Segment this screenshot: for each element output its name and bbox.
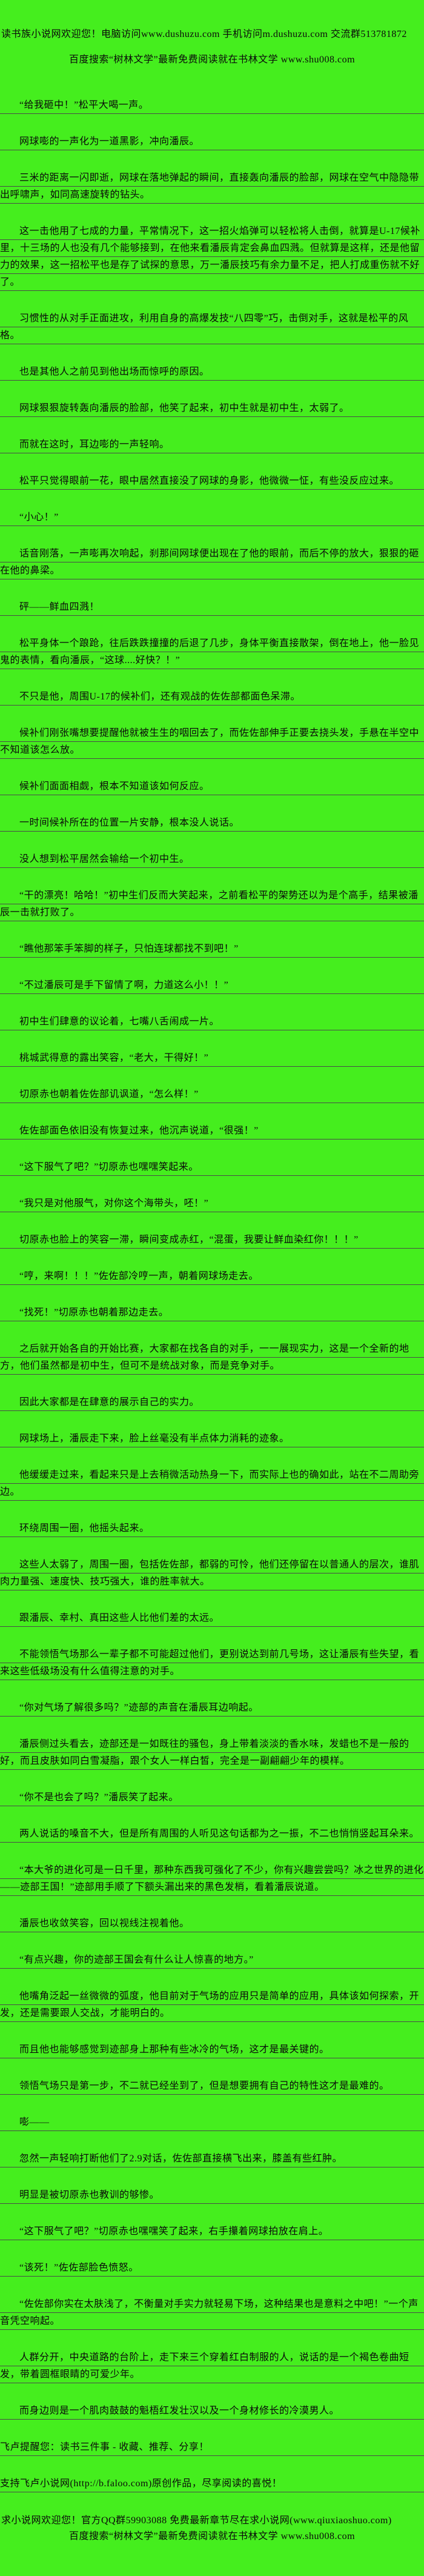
novel-paragraph: 而就在这时，耳边嘭的一声轻响。 (0, 436, 424, 453)
novel-paragraph: 支持飞卢小说网(http://b.faloo.com)原创作品，尽享阅读的喜悦！ (0, 2475, 424, 2492)
novel-paragraph: 不能领悟气场那么一辈子都不可能超过他们，更别说达到前几号场，这让潘辰有些失望，看… (0, 1646, 424, 1680)
novel-paragraph: 没人想到松平居然会输给一个初中生。 (0, 851, 424, 868)
novel-paragraph: “佐佐部你实在太肤浅了，不衡量对手实力就轻易下场，这种结果也是意料之中吧！”一个… (0, 2296, 424, 2330)
novel-paragraph: 两人说话的嗓音不大，但是所有周围的人听见这句话都为之一振，不二也悄悄竖起耳朵来。 (0, 1826, 424, 1843)
novel-paragraph: 习惯性的从对手正面进攻，利用自身的高爆发技“八四零”巧，击倒对手，这就是松平的风… (0, 310, 424, 344)
novel-paragraph: “干的漂亮！哈哈！”初中生们反而大笑起来，之前看松平的架势还以为是个高手，结果被… (0, 887, 424, 921)
novel-paragraph: “你对气场了解很多吗？”迹部的声音在潘辰耳边响起。 (0, 1700, 424, 1717)
novel-paragraph: 他缓缓走过来，看起来只是上去稍微活动热身一下，而实际上也的确如此，站在不二周助旁… (0, 1467, 424, 1501)
site-header: 读书族小说网欢迎您！电脑访问www.dushuzu.com 手机访问m.dush… (0, 22, 424, 73)
site-welcome-notice: 读书族小说网欢迎您！电脑访问www.dushuzu.com 手机访问m.dush… (1, 29, 407, 39)
novel-paragraph: 潘辰也收敛笑容，回以视线注视着他。 (0, 1915, 424, 1932)
novel-paragraph: 候补们面面相觑，根本不知道该如何反应。 (0, 778, 424, 795)
novel-paragraph: 切原赤也脸上的笑容一滞，瞬间变成赤红，“混蛋，我要让鲜血染红你！！！” (0, 1232, 424, 1249)
novel-paragraph: 话音刚落，一声嘭再次响起，刹那间网球便出现在了他的眼前，而后不停的放大，狠狠的砸… (0, 546, 424, 579)
novel-paragraph: 切原赤也朝着佐佐部讥讽道，“怎么样！” (0, 1086, 424, 1103)
novel-paragraph: 佐佐部面色依旧没有恢复过来，他沉声说道，“很强！” (0, 1123, 424, 1140)
novel-paragraph: 而身边则是一个肌肉鼓鼓的魁梧红发壮汉以及一个身材修长的冷漠男人。 (0, 2403, 424, 2420)
novel-paragraph: 松平只觉得眼前一花，眼中居然直接没了网球的身影，他微微一怔，有些没反应过来。 (0, 473, 424, 490)
novel-paragraph: 环绕周围一圈，他摇头起来。 (0, 1520, 424, 1537)
novel-paragraph: 一时间候补所在的位置一片安静，根本没人说话。 (0, 815, 424, 832)
novel-paragraph: 网球狠狠旋转轰向潘辰的脸部，他笑了起来，初中生就是初中生，太弱了。 (0, 400, 424, 417)
novel-paragraph: “哼，来啊！！！”佐佐部冷哼一声，朝着网球场走去。 (0, 1268, 424, 1285)
novel-paragraph: 因此大家都是在肆意的展示自己的实力。 (0, 1394, 424, 1411)
novel-paragraph: 而且他也能够感觉到迹部身上那种有些冰冷的气场，这才是最关键的。 (0, 2041, 424, 2058)
novel-paragraph: 桃城武得意的露出笑容，“老大，干得好！” (0, 1050, 424, 1067)
novel-paragraph: 人群分开，中央道路的台阶上，走下来三个穿着红白制服的人，说话的是一个褐色卷曲短发… (0, 2349, 424, 2383)
novel-paragraph: 松平身体一个踉跄，往后跌跌撞撞的后退了几步，身体平衡直接散架，倒在地上，他一脸见… (0, 635, 424, 669)
footer-search-notice: 百度搜索“树林文学”最新免费阅读就在书林文学 www.shu008.com (68, 2531, 356, 2541)
novel-paragraph: “本大爷的进化可是一日千里，那种东西我可强化了不少，你有兴趣尝尝吗？冰之世界的进… (0, 1862, 424, 1896)
novel-paragraph: “有点兴趣，你的迹部王国会有什么让人惊喜的地方。” (0, 1952, 424, 1969)
chapter-body: “给我砸中！”松平大喝一声。 网球嘭的一声化为一道黑影，冲向潘辰。三米的距离一闪即… (0, 97, 424, 2492)
novel-paragraph: “你不是也会了吗？”潘辰笑了起来。 (0, 1789, 424, 1806)
baidu-search-notice: 百度搜索“树林文学”最新免费阅读就在书林文学 www.shu008.com (68, 55, 356, 65)
novel-paragraph: 这些人太弱了，周围一圈，包括佐佐部，都弱的可怜，他们还停留在以普通人的层次，谁肌… (0, 1557, 424, 1590)
novel-paragraph: 也是其他人之前见到他出场而惊呼的原因。 (0, 364, 424, 381)
novel-paragraph: “我只是对他服气，对你这个海带头，呸！” (0, 1195, 424, 1212)
novel-paragraph: 这一击他用了七成的力量，平常情况下，这一招火焰弹可以轻松将人击倒，就算是U-17… (0, 223, 424, 291)
novel-paragraph: 候补们刚张嘴想要提醒他就被生生的咽回去了，而佐佐部伸手正要去挠头发，手悬在半空中… (0, 725, 424, 759)
novel-paragraph: 领悟气场只是第一步，不二就已经坐到了，但是想要拥有自己的特性这才是最难的。 (0, 2078, 424, 2095)
novel-paragraph: 初中生们肆意的议论着，七嘴八舌闹成一片。 (0, 1013, 424, 1030)
novel-paragraph: 他嘴角泛起一丝微微的弧度，他目前对于气场的应用只是简单的应用，具体该如何探索，开… (0, 1988, 424, 2022)
novel-paragraph: “小心！” (0, 509, 424, 526)
novel-paragraph: “找死！”切原赤也朝着那边走去。 (0, 1304, 424, 1321)
novel-paragraph: “不过潘辰可是手下留情了啊，力道这么小！！” (0, 977, 424, 994)
novel-paragraph: 嘭—— (0, 2114, 424, 2131)
novel-paragraph: 忽然一声轻响打断他们了2.9对话，佐佐部直接横飞出来，膝盖有些红肿。 (0, 2151, 424, 2167)
novel-paragraph: 砰——鲜血四溅！ (0, 599, 424, 616)
novel-paragraph: 明显是被切原赤也教训的够惨。 (0, 2187, 424, 2204)
novel-paragraph: 网球嘭的一声化为一道黑影，冲向潘辰。 (0, 133, 424, 150)
novel-paragraph: 跟潘辰、幸村、真田这些人比他们差的太远。 (0, 1610, 424, 1627)
novel-paragraph: 网球场上，潘辰走下来，脸上丝毫没有半点体力消耗的迹象。 (0, 1430, 424, 1447)
novel-paragraph: “该死！”佐佐部脸色愤怒。 (0, 2260, 424, 2277)
paragraphs: “给我砸中！”松平大喝一声。 网球嘭的一声化为一道黑影，冲向潘辰。三米的距离一闪即… (0, 97, 424, 2492)
novel-paragraph: 三米的距离一闪即逝，网球在落地弹起的瞬间，直接轰向潘辰的脸部，网球在空气中隐隐带… (0, 170, 424, 204)
novel-paragraph: 飞卢提醒您：读书三件事 - 收藏、推荐、分享！ (0, 2439, 424, 2456)
footer-qq-notice: 求小说网欢迎您！官方QQ群59903088 免费最新章节尽在求小说网(www.q… (1, 2515, 392, 2526)
novel-paragraph: “这下服气了吧？”切原赤也嘿嘿笑了起来，右手攥着网球拍放在肩上。 (0, 2223, 424, 2240)
novel-paragraph: “给我砸中！”松平大喝一声。 (0, 97, 424, 114)
site-footer: 求小说网欢迎您！官方QQ群59903088 免费最新章节尽在求小说网(www.q… (0, 2513, 424, 2544)
novel-paragraph: 之后就开始各自的开始比赛，大家都在找各自的对手，一一展现实力，这是一个全新的地方… (0, 1341, 424, 1375)
novel-paragraph: 潘辰侧过头看去，迹部还是一如既往的骚包，身上带着淡淡的香水味，发蜡也不是一般的好… (0, 1736, 424, 1770)
novel-paragraph: 不只是他，周围U-17的候补们，还有观战的佐佐部都面色呆滞。 (0, 689, 424, 706)
novel-paragraph: “瞧他那笨手笨脚的样子，只怕连球都找不到吧！” (0, 941, 424, 958)
novel-paragraph: “这下服气了吧？”切原赤也嘿嘿笑起来。 (0, 1159, 424, 1176)
